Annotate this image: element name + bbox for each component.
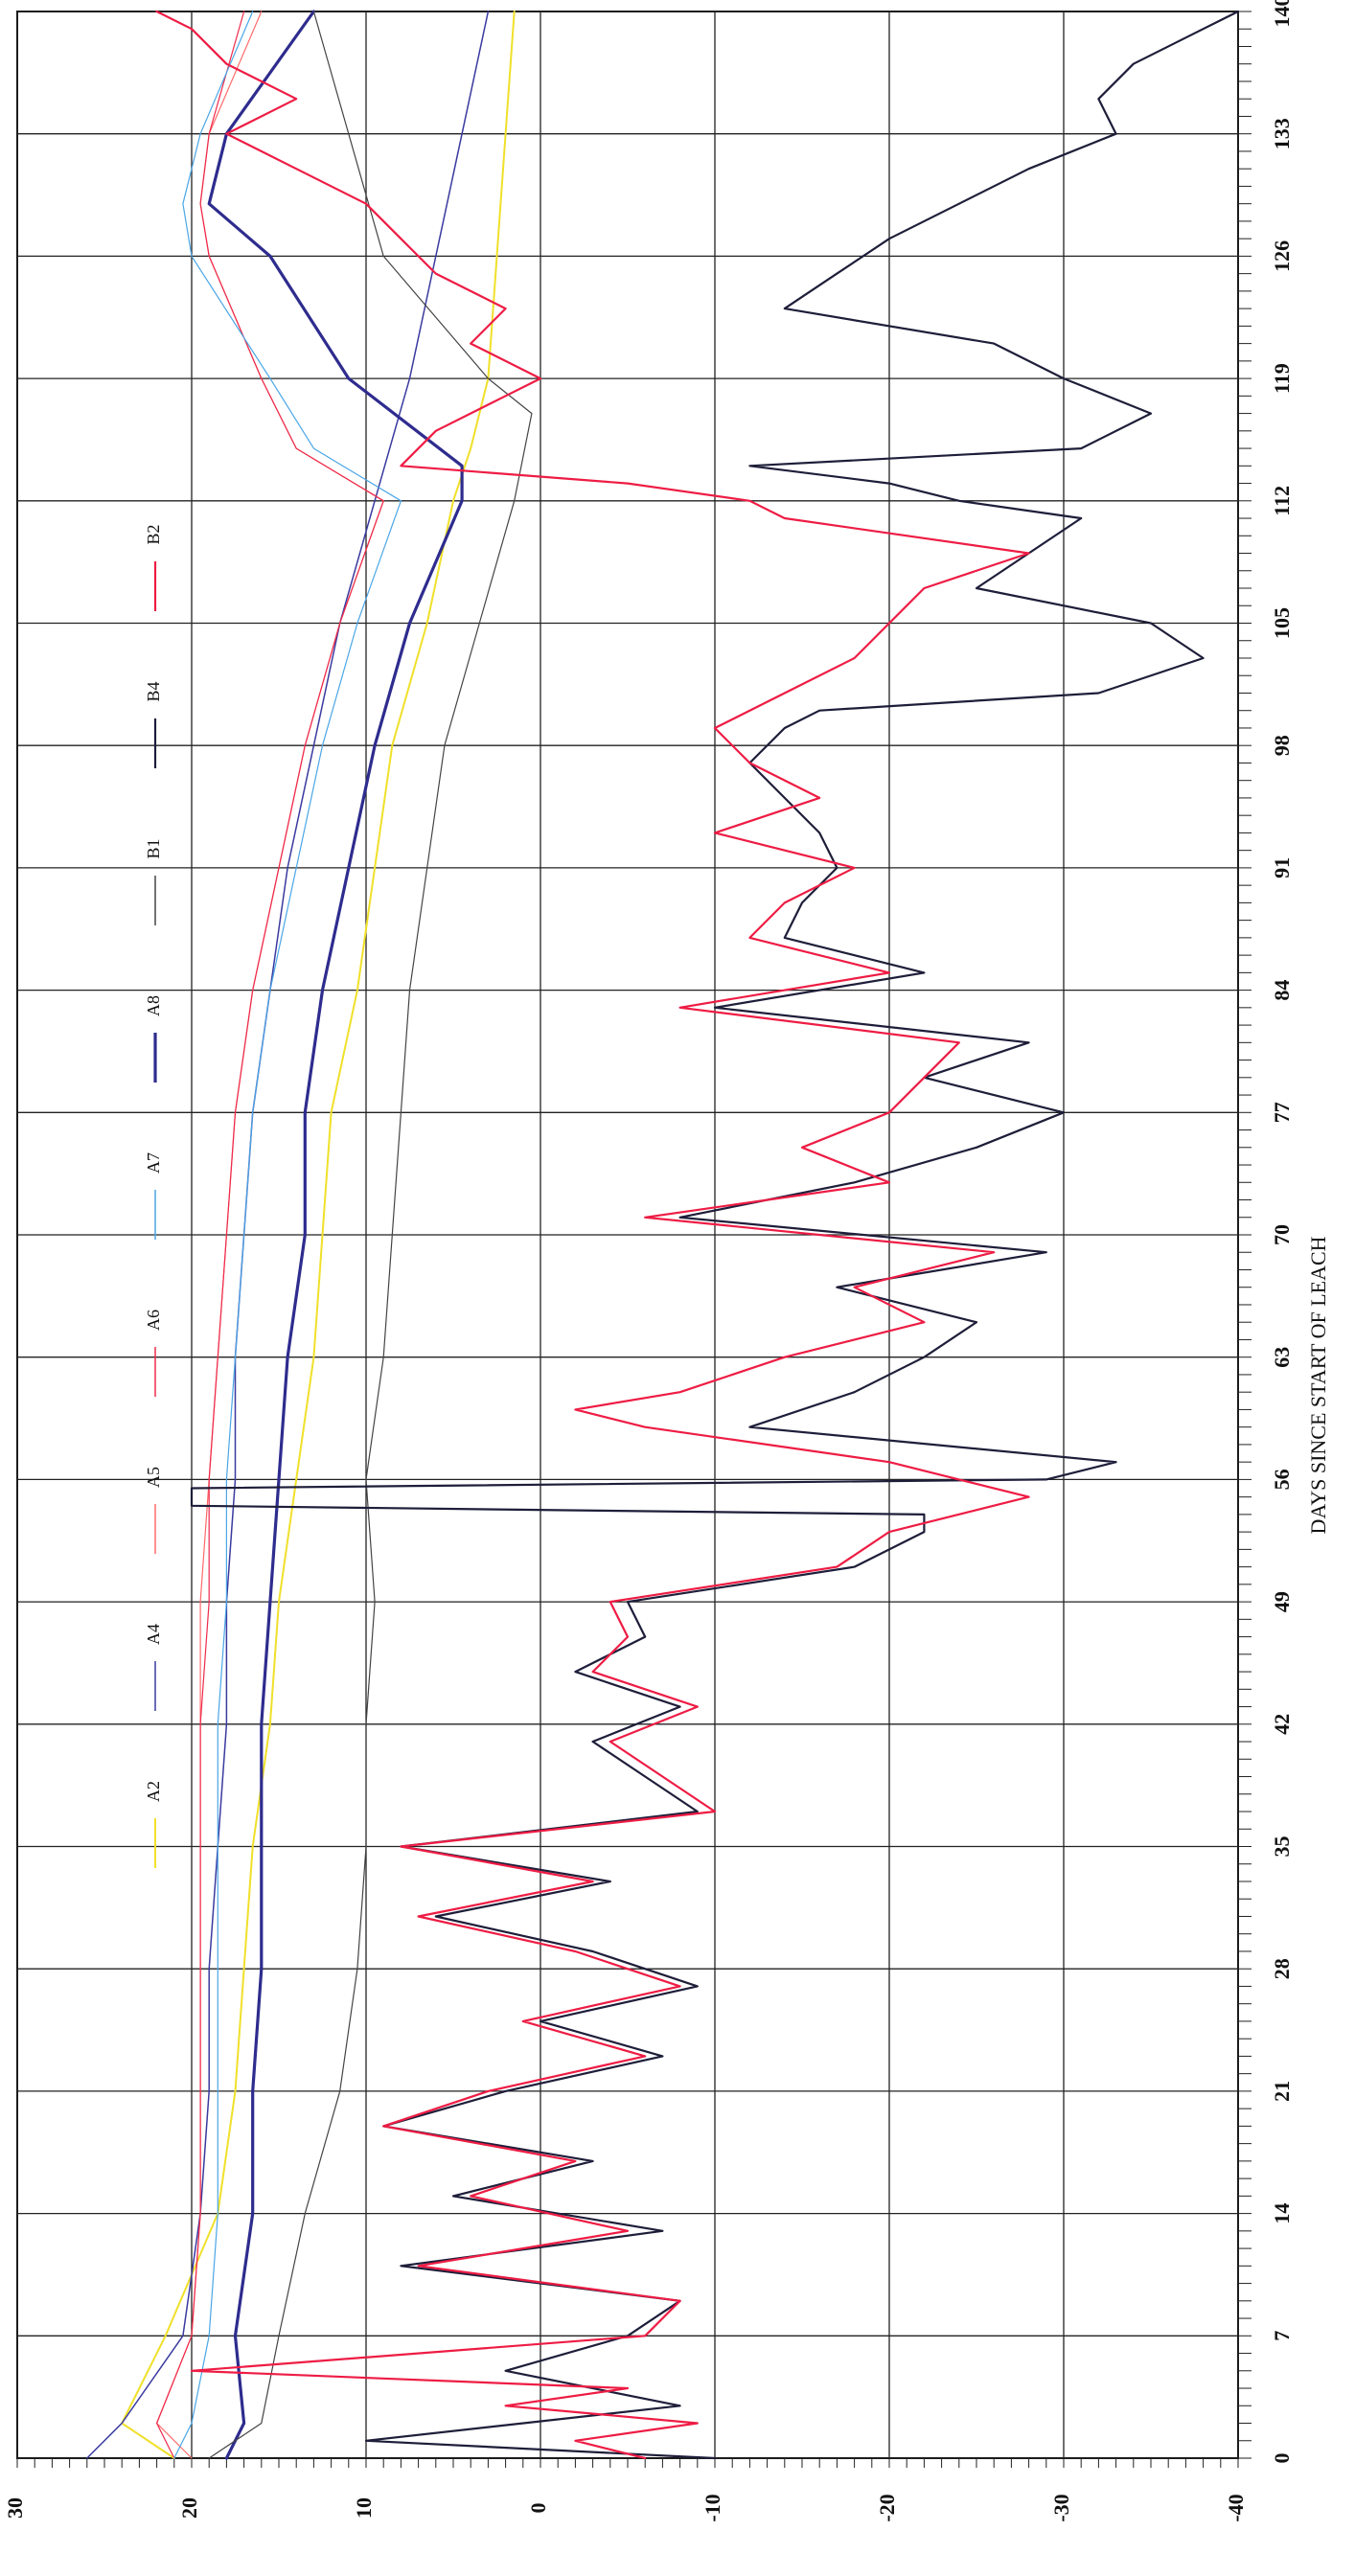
x-tick-label: 56 <box>1270 1469 1294 1490</box>
series-line-b1 <box>208 11 533 2459</box>
x-tick-label-group: 77 <box>1270 1102 1294 1123</box>
legend-label-b1: B1 <box>144 838 163 858</box>
x-tick-label: 14 <box>1270 2203 1294 2224</box>
legend-label-b2: B2 <box>144 524 163 544</box>
series-line-b2 <box>155 10 1030 2460</box>
legend-entry-group: B1 <box>144 838 163 858</box>
series-line-a8 <box>207 10 464 2460</box>
legend-entry-group: A6 <box>144 1310 163 1331</box>
x-tick-label: 49 <box>1270 1591 1294 1612</box>
x-tick-label: 98 <box>1270 735 1294 756</box>
y-tick-label-group: -10 <box>700 2494 724 2521</box>
y-tick-label-group: 30 <box>3 2497 27 2519</box>
x-tick-label-group: 140 <box>1270 0 1294 28</box>
y-tick-label: -30 <box>1049 2494 1073 2521</box>
y-tick-label-group: 20 <box>177 2497 201 2519</box>
y-tick-label-group: 10 <box>352 2497 376 2519</box>
legend-entry-group: A4 <box>144 1624 163 1645</box>
x-tick-label-group: 63 <box>1270 1347 1294 1368</box>
x-tick-label: 70 <box>1270 1224 1294 1245</box>
y-tick-label: 0 <box>526 2503 550 2514</box>
y-tick-label: -10 <box>700 2494 724 2521</box>
x-tick-label-group: 70 <box>1270 1224 1294 1245</box>
legend-entry-group: A2 <box>144 1781 163 1802</box>
x-tick-label-group: 84 <box>1270 980 1294 1001</box>
x-tick-label: 126 <box>1270 240 1294 272</box>
x-tick-label: 35 <box>1270 1836 1294 1858</box>
y-tick-label-group: -40 <box>1224 2494 1248 2521</box>
y-tick-label-group: -30 <box>1049 2494 1073 2521</box>
legend-entry-group: A5 <box>144 1467 163 1488</box>
x-tick-label: 63 <box>1270 1347 1294 1368</box>
x-tick-label-group: 35 <box>1270 1836 1294 1858</box>
x-tick-label-group: 91 <box>1270 857 1294 878</box>
x-tick-label: 119 <box>1270 363 1294 394</box>
series-line-b4 <box>190 10 1240 2460</box>
series-line-a2 <box>121 11 516 2459</box>
series-line-a7 <box>173 11 402 2459</box>
y-tick-label: -40 <box>1224 2494 1248 2521</box>
x-tick-label-group: 28 <box>1270 1958 1294 1979</box>
x-tick-label-group: 14 <box>1270 2203 1294 2224</box>
x-tick-label: 133 <box>1270 118 1294 149</box>
x-tick-label-group: 126 <box>1270 240 1294 272</box>
x-tick-label-group: 133 <box>1270 118 1294 149</box>
x-tick-label: 77 <box>1270 1102 1294 1123</box>
x-tick-label: 7 <box>1270 2331 1294 2341</box>
x-tick-label: 28 <box>1270 1958 1294 1979</box>
x-tick-label-group: 0 <box>1270 2453 1294 2464</box>
x-tick-label: 140 <box>1270 0 1294 28</box>
x-tick-label: 105 <box>1270 607 1294 639</box>
x-tick-label: 42 <box>1270 1714 1294 1735</box>
x-tick-label-group: 49 <box>1270 1591 1294 1612</box>
x-tick-label-group: 21 <box>1270 2081 1294 2102</box>
y-tick-label: -20 <box>875 2494 899 2521</box>
x-tick-label-group: 98 <box>1270 735 1294 756</box>
x-tick-label-group: 56 <box>1270 1469 1294 1490</box>
y-tick-label: 30 <box>3 2497 27 2519</box>
legend-entry-group: B4 <box>144 681 163 701</box>
x-tick-label: 21 <box>1270 2081 1294 2102</box>
legend-label-a5: A5 <box>144 1467 163 1488</box>
y-tick-label-group: 0 <box>526 2503 550 2514</box>
x-tick-label-group: 42 <box>1270 1714 1294 1735</box>
legend-entry-group: A7 <box>144 1152 163 1174</box>
x-tick-label-group: 112 <box>1270 486 1294 516</box>
legend-label-b4: B4 <box>144 681 163 701</box>
x-axis-title: DAYS SINCE START OF LEACH <box>1306 1236 1330 1534</box>
legend-label-a8: A8 <box>144 995 163 1016</box>
x-tick-label-group: 119 <box>1270 363 1294 394</box>
y-tick-label-group: -20 <box>875 2494 899 2521</box>
x-tick-label: 84 <box>1270 980 1294 1001</box>
legend-label-a4: A4 <box>144 1624 163 1645</box>
legend-label-a6: A6 <box>144 1310 163 1331</box>
legend-entry-group: B2 <box>144 524 163 544</box>
x-tick-label: 112 <box>1270 486 1294 516</box>
x-tick-label: 0 <box>1270 2453 1294 2464</box>
x-tick-label-group: 105 <box>1270 607 1294 639</box>
series-line-a6 <box>156 11 384 2459</box>
y-tick-label: 20 <box>177 2497 201 2519</box>
legend-label-a7: A7 <box>144 1152 163 1174</box>
legend-label-a2: A2 <box>144 1781 163 1802</box>
x-tick-label-group: 7 <box>1270 2331 1294 2341</box>
x-tick-label: 91 <box>1270 857 1294 878</box>
y-tick-label: 10 <box>352 2497 376 2519</box>
legend-entry-group: A8 <box>144 995 163 1016</box>
